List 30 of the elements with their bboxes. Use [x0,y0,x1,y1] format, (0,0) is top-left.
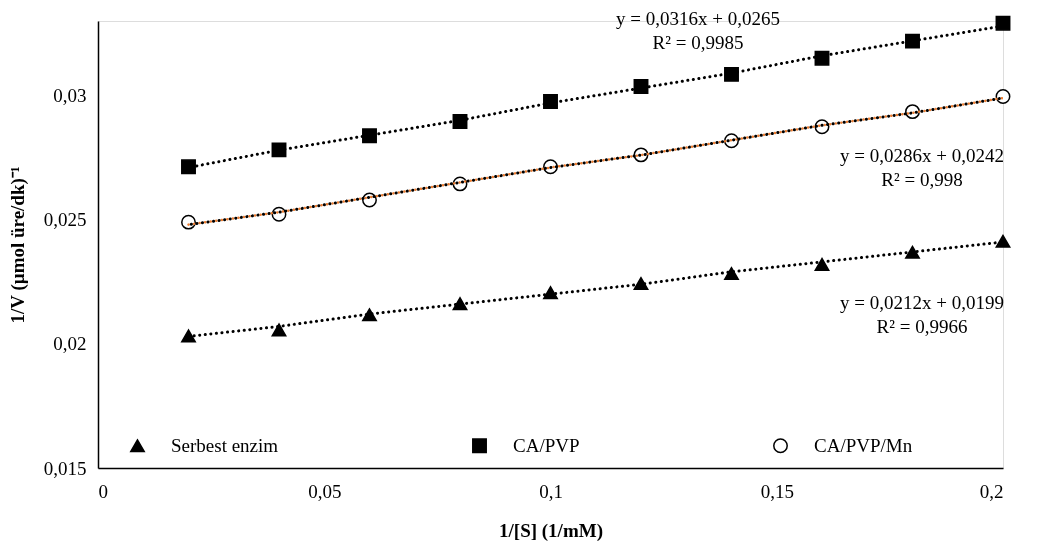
annotation: y = 0,0212x + 0,0199 R² = 0,9966 [840,292,1004,337]
legend-label: Serbest enzim [171,434,279,456]
x-tick-label: 0,05 [308,480,342,502]
legend-label: CA/PVP/Mn [814,434,913,456]
x-tick-label: 0,2 [979,480,1004,502]
point [814,257,830,271]
point [905,245,920,259]
point [362,128,377,144]
point [452,297,468,311]
point [995,234,1011,248]
point [905,33,920,49]
point [724,66,739,82]
x-tick-label: 0,1 [539,480,563,502]
legend-label: CA/PVP [513,434,580,456]
x-tick-label: 0,15 [760,480,794,502]
annotation: y = 0,0286x + 0,0242 R² = 0,998 [840,145,1004,190]
annotation: y = 0,0316x + 0,0265 R² = 0,9985 [616,8,780,53]
point [724,267,739,281]
point [633,276,649,291]
y-tick-label: 0,03 [53,85,87,106]
point [181,159,196,175]
point [543,94,558,109]
y-tick-label: 0,025 [43,209,87,231]
point [995,15,1011,31]
x-tick-label: 0 [98,480,108,502]
y-tick-label: 0,02 [53,333,87,355]
x-axis-title: 1/[S] (1/mM) [499,519,603,542]
y-axis-title: 1/V (µmol üre/dk)⁻¹ [6,166,29,324]
y-tick-label: 0,015 [43,457,87,479]
point [271,323,287,337]
